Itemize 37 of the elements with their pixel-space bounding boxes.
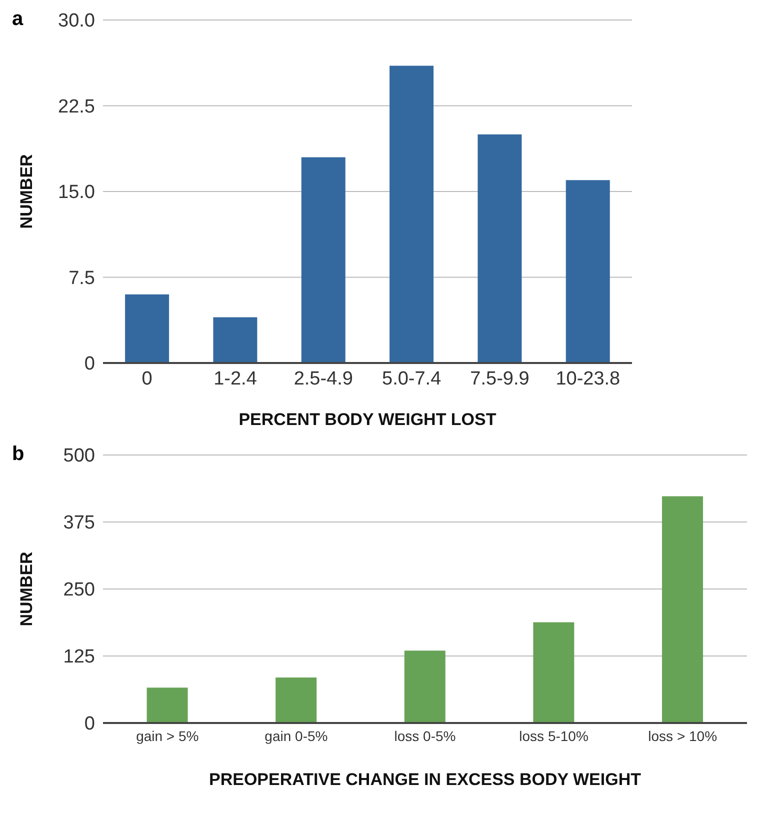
y-tick-label: 500 bbox=[63, 446, 95, 467]
bar bbox=[390, 66, 434, 363]
y-tick-label: 30.0 bbox=[58, 10, 95, 32]
bar bbox=[662, 496, 703, 723]
chart-title: a bbox=[12, 8, 24, 31]
x-tick-label: gain 0-5% bbox=[264, 728, 328, 744]
bar bbox=[533, 622, 574, 723]
y-tick-label: 15.0 bbox=[58, 182, 95, 204]
x-tick-label: loss 5-10% bbox=[519, 728, 588, 744]
bar bbox=[301, 157, 346, 363]
x-tick-label: 7.5-9.9 bbox=[470, 368, 530, 390]
bar bbox=[276, 677, 317, 723]
x-axis-title: PERCENT BODY WEIGHT LOST bbox=[238, 410, 497, 429]
x-tick-label: 1-2.4 bbox=[214, 368, 258, 390]
bar bbox=[404, 650, 446, 723]
x-tick-label: 2.5-4.9 bbox=[294, 368, 353, 390]
y-tick-label: 7.5 bbox=[68, 268, 95, 289]
bar bbox=[146, 688, 188, 723]
y-tick-label: 22.5 bbox=[58, 96, 95, 118]
bar bbox=[213, 317, 258, 363]
x-tick-label: loss > 10% bbox=[648, 728, 718, 744]
x-tick-label: loss 0-5% bbox=[394, 728, 456, 744]
bar bbox=[566, 180, 610, 363]
bar bbox=[125, 294, 170, 363]
x-tick-label: 0 bbox=[142, 368, 152, 390]
y-axis-title: NUMBER bbox=[17, 552, 36, 626]
y-tick-label: 250 bbox=[63, 580, 95, 601]
x-tick-label: gain > 5% bbox=[136, 728, 199, 744]
x-axis-title: PREOPERATIVE CHANGE IN EXCESS BODY WEIGHT bbox=[209, 770, 642, 789]
x-tick-label: 10-23.8 bbox=[556, 368, 620, 390]
y-tick-label: 0 bbox=[84, 354, 95, 375]
y-tick-label: 375 bbox=[63, 512, 95, 534]
x-tick-label: 5.0-7.4 bbox=[382, 368, 442, 390]
y-axis-title: NUMBER bbox=[17, 154, 36, 229]
chart-title: b bbox=[12, 443, 24, 466]
bar bbox=[478, 134, 522, 363]
y-tick-label: 125 bbox=[63, 646, 95, 668]
